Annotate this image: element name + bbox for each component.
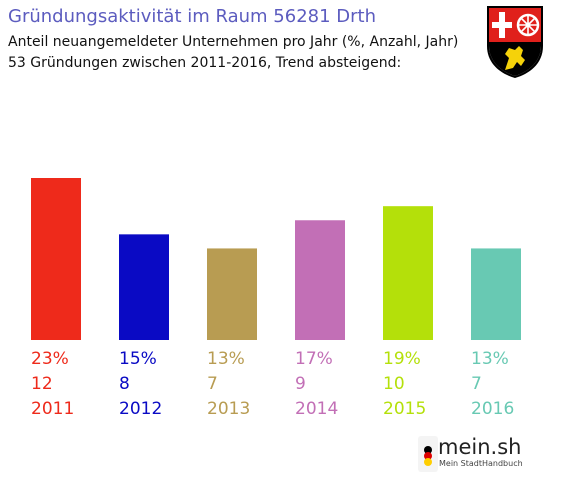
year-label-2016: 2016: [471, 399, 514, 419]
chart-title: Gründungsaktivität im Raum 56281 Drth: [8, 6, 377, 27]
count-label-2015: 10: [383, 374, 405, 394]
mein-sh-logo-tagline: Mein StadtHandbuch: [439, 459, 523, 468]
bar-2013: [207, 248, 257, 340]
bar-2015: [383, 206, 433, 340]
chart-subtitle: Anteil neuangemeldeter Unternehmen pro J…: [8, 34, 459, 50]
percent-label-2011: 23%: [31, 349, 69, 369]
count-label-2012: 8: [119, 374, 130, 394]
percent-label-2012: 15%: [119, 349, 157, 369]
year-label-2015: 2015: [383, 399, 426, 419]
year-label-2014: 2014: [295, 399, 338, 419]
count-label-2013: 7: [207, 374, 218, 394]
mein-sh-logo-text: mein.sh: [438, 435, 522, 459]
year-label-2013: 2013: [207, 399, 250, 419]
count-label-2011: 12: [31, 374, 53, 394]
percent-label-2015: 19%: [383, 349, 421, 369]
percent-label-2016: 13%: [471, 349, 509, 369]
bar-2012: [119, 234, 169, 340]
year-label-2011: 2011: [31, 399, 74, 419]
bar-2011: [31, 178, 81, 340]
year-label-2012: 2012: [119, 399, 162, 419]
percent-label-2014: 17%: [295, 349, 333, 369]
chart-summary: 53 Gründungen zwischen 2011-2016, Trend …: [8, 55, 402, 71]
count-label-2016: 7: [471, 374, 482, 394]
percent-label-2013: 13%: [207, 349, 245, 369]
rhineland-palatinate-coat-of-arms-icon: [487, 6, 543, 78]
bar-2014: [295, 220, 345, 340]
germany-flag-dot-icon: [418, 436, 438, 472]
count-label-2014: 9: [295, 374, 306, 394]
bar-2016: [471, 248, 521, 340]
